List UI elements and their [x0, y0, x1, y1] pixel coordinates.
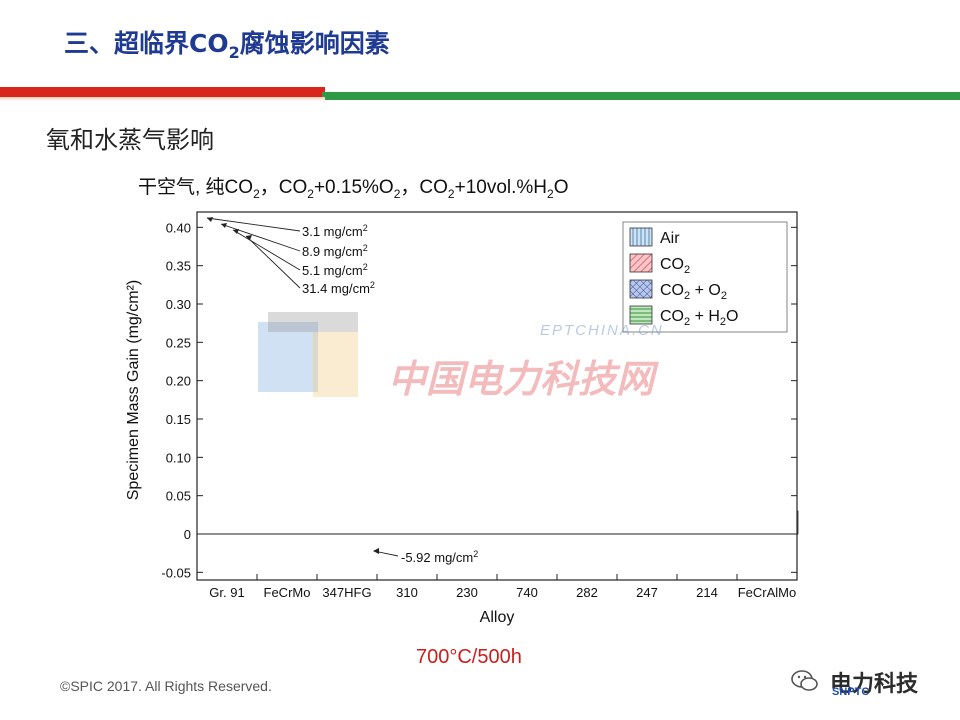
- x-tick-label: 740: [516, 585, 538, 600]
- legend-swatch: [629, 279, 653, 299]
- legend-swatch: [629, 227, 653, 247]
- annotation-label: 31.4 mg/cm2: [302, 280, 375, 296]
- x-tick-label: FeCrAlMo: [738, 585, 797, 600]
- y-tick-label: 0.40: [166, 220, 191, 235]
- temperature-duration-label: 700°C/500h: [416, 646, 522, 668]
- x-tick-label: Gr. 91: [209, 585, 244, 600]
- y-axis-label: Specimen Mass Gain (mg/cm²): [125, 280, 142, 501]
- logo-text: 电力科技: [830, 672, 919, 697]
- section-subtitle: 氧和水蒸气影响: [46, 126, 214, 154]
- y-tick-label: 0.10: [166, 450, 191, 465]
- x-tick-label: FeCrMo: [264, 585, 311, 600]
- x-tick-label: 230: [456, 585, 478, 600]
- legend-entry: CO2 + O2: [660, 282, 727, 302]
- header-fade: [0, 97, 325, 101]
- x-axis-label: Alloy: [480, 609, 515, 626]
- annotation-arrowhead: [233, 229, 239, 234]
- annotation-arrowhead: [207, 217, 213, 222]
- annotation-label: 3.1 mg/cm2: [302, 223, 368, 239]
- wechat-icon: [791, 670, 818, 691]
- annotation-arrow: [245, 235, 301, 289]
- y-tick-label: -0.05: [161, 565, 191, 580]
- x-tick-label: 310: [396, 585, 418, 600]
- page-title: 三、超临界CO2腐蚀影响因素: [64, 29, 390, 62]
- x-tick-label: 282: [576, 585, 598, 600]
- watermark-logo-block: [258, 312, 368, 402]
- header-green-bar: [322, 92, 960, 100]
- annotation-label: 8.9 mg/cm2: [302, 243, 368, 259]
- x-tick-label: 347HFG: [322, 585, 371, 600]
- copyright-footer: ©SPIC 2017. All Rights Reserved.: [60, 678, 272, 694]
- y-tick-label: 0: [184, 527, 191, 542]
- watermark-text: 中国电力科技网: [388, 357, 655, 401]
- y-tick-label: 0.20: [166, 374, 191, 389]
- legend-entry: Air: [660, 230, 680, 247]
- annotation-label: 5.1 mg/cm2: [302, 262, 368, 278]
- logo-subtext: SNPTC: [832, 686, 870, 698]
- annotation-arrow: [232, 229, 301, 271]
- legend-swatch: [629, 305, 653, 325]
- legend-entry: CO2 + H2O: [660, 308, 739, 328]
- brand-logo: 电力科技 SNPTC: [790, 662, 940, 702]
- legend-swatch: [629, 253, 653, 273]
- conditions-caption: 干空气, 纯CO2，CO2+0.15%O2，CO2+10vol.%H2O: [138, 177, 569, 201]
- legend-entry: CO2: [660, 256, 690, 276]
- annotation-arrowhead: [373, 548, 379, 554]
- x-tick-label: 247: [636, 585, 658, 600]
- x-tick-label: 214: [696, 585, 718, 600]
- annotation-arrow: [220, 223, 301, 252]
- header-red-bar: [0, 87, 325, 97]
- y-tick-label: 0.35: [166, 259, 191, 274]
- y-tick-label: 0.15: [166, 412, 191, 427]
- y-tick-label: 0.30: [166, 297, 191, 312]
- annotation-arrowhead: [221, 223, 227, 228]
- annotation-arrow: [206, 217, 301, 232]
- y-tick-label: 0.25: [166, 335, 191, 350]
- annotation-label: -5.92 mg/cm2: [401, 549, 478, 565]
- watermark-url: EPTCHINA.CN: [540, 322, 664, 339]
- y-tick-label: 0.05: [166, 489, 191, 504]
- annotation-arrowhead: [246, 235, 252, 240]
